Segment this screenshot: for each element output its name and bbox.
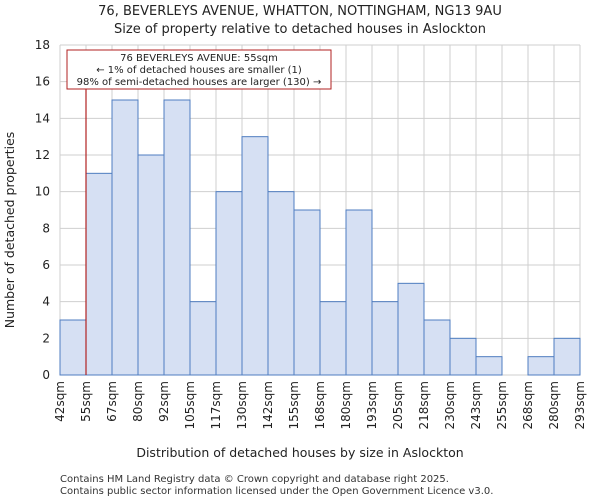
y-tick-label: 14 — [35, 111, 50, 125]
y-axis-label: Number of detached properties — [2, 132, 17, 329]
x-tick-label: 218sqm — [417, 381, 431, 429]
x-axis-ticks: 42sqm 55sqm 67sqm 80sqm 92sqm 105sqm 117sqm 130… — [53, 381, 587, 429]
annotation-box — [66, 49, 332, 90]
annotation-line1: 76 BEVERLEYS AVENUE: 55sqm — [120, 53, 278, 64]
x-tick-label: 180sqm — [339, 381, 353, 429]
x-tick-label: 205sqm — [391, 381, 405, 429]
x-tick-label: 280sqm — [547, 381, 561, 429]
x-tick-label: 293sqm — [573, 381, 587, 429]
bar — [189, 301, 217, 376]
y-tick-label: 8 — [42, 221, 50, 235]
y-tick-label: 2 — [42, 331, 50, 345]
x-tick-label: 268sqm — [521, 381, 535, 429]
bar — [423, 319, 451, 376]
x-axis-label: Distribution of detached houses by size … — [136, 445, 463, 460]
x-tick-label: 80sqm — [131, 381, 145, 422]
y-tick-label: 0 — [42, 368, 50, 382]
annotation-line3: 98% of semi-detached houses are larger (… — [77, 77, 322, 88]
bar — [163, 99, 191, 376]
bar — [371, 301, 399, 376]
bar — [267, 191, 295, 376]
chart-title-line2: Size of property relative to detached ho… — [114, 22, 486, 37]
bar — [475, 356, 503, 376]
y-tick-label: 10 — [35, 185, 50, 199]
x-tick-label: 155sqm — [287, 381, 301, 429]
x-tick-label: 105sqm — [183, 381, 197, 429]
footer-line1: Contains HM Land Registry data © Crown c… — [60, 474, 449, 485]
y-tick-label: 18 — [35, 38, 50, 52]
bar — [345, 209, 373, 376]
bars — [59, 99, 581, 376]
bar — [449, 337, 477, 376]
bar — [319, 301, 347, 376]
y-tick-label: 4 — [42, 295, 50, 309]
x-tick-label: 42sqm — [53, 381, 67, 422]
bar — [215, 191, 243, 376]
x-tick-label: 55sqm — [79, 381, 93, 422]
bar — [527, 356, 555, 376]
x-tick-label: 255sqm — [495, 381, 509, 429]
chart-title-line1: 76, BEVERLEYS AVENUE, WHATTON, NOTTINGHA… — [98, 4, 502, 19]
x-tick-label: 142sqm — [261, 381, 275, 429]
bar — [397, 282, 425, 376]
x-tick-label: 243sqm — [469, 381, 483, 429]
y-tick-label: 12 — [35, 148, 50, 162]
bar — [241, 136, 269, 376]
y-axis-ticks: 0 2 4 6 8 10 12 14 16 18 — [35, 38, 50, 382]
bar — [553, 337, 581, 376]
annotation-line2: ← 1% of detached houses are smaller (1) — [96, 65, 302, 76]
bar — [59, 319, 87, 376]
x-tick-label: 67sqm — [105, 381, 119, 422]
bar — [293, 209, 321, 376]
y-tick-label: 6 — [42, 258, 50, 272]
bar — [85, 172, 113, 376]
x-tick-label: 92sqm — [157, 381, 171, 422]
x-tick-label: 117sqm — [209, 381, 223, 429]
y-tick-label: 16 — [35, 75, 50, 89]
x-tick-label: 193sqm — [365, 381, 379, 429]
x-tick-label: 230sqm — [443, 381, 457, 429]
bar — [137, 154, 165, 376]
x-tick-label: 168sqm — [313, 381, 327, 429]
bar — [111, 99, 139, 376]
footer-line2: Contains public sector information licen… — [60, 486, 493, 497]
x-tick-label: 130sqm — [235, 381, 249, 429]
